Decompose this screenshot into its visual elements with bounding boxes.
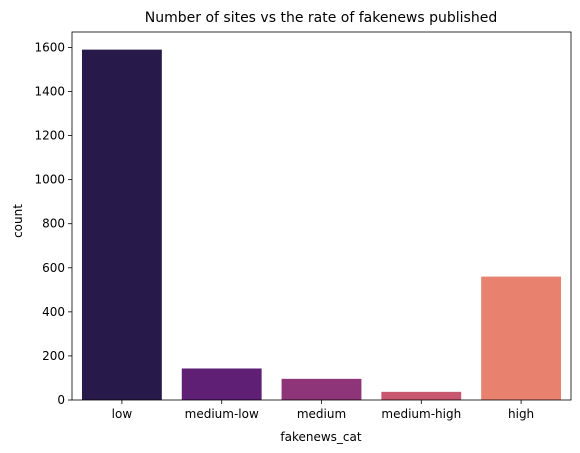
y-tick-label: 1000 [34, 173, 65, 187]
plot-frame [71, 31, 572, 401]
y-tick-label: 600 [42, 261, 65, 275]
bar-medium [281, 378, 362, 400]
chart-title: Number of sites vs the rate of fakenews … [145, 10, 497, 26]
y-tick-label: 800 [42, 217, 65, 231]
y-axis: 0 200 400 600 800 1000 1200 1400 1600 [34, 40, 72, 407]
y-tick-label: 1600 [34, 40, 65, 54]
x-tick-label: high [508, 407, 534, 421]
y-tick-label: 200 [42, 349, 65, 363]
bar-medium-high [381, 391, 462, 400]
y-tick-label: 400 [42, 305, 65, 319]
y-axis-label: count [11, 204, 25, 238]
x-tick-label: medium [297, 407, 346, 421]
bar-high [481, 276, 562, 400]
bar-medium-low [181, 368, 262, 400]
x-axis-label: fakenews_cat [280, 430, 361, 444]
x-axis: low medium-low medium medium-high high [112, 400, 534, 421]
x-tick-label: medium-high [381, 407, 461, 421]
x-tick-label: medium-low [185, 407, 259, 421]
bar-low [81, 49, 162, 400]
y-tick-label: 0 [57, 393, 65, 407]
plot-area [81, 49, 562, 400]
x-tick-label: low [112, 407, 133, 421]
y-tick-label: 1200 [34, 129, 65, 143]
y-tick-label: 1400 [34, 84, 65, 98]
